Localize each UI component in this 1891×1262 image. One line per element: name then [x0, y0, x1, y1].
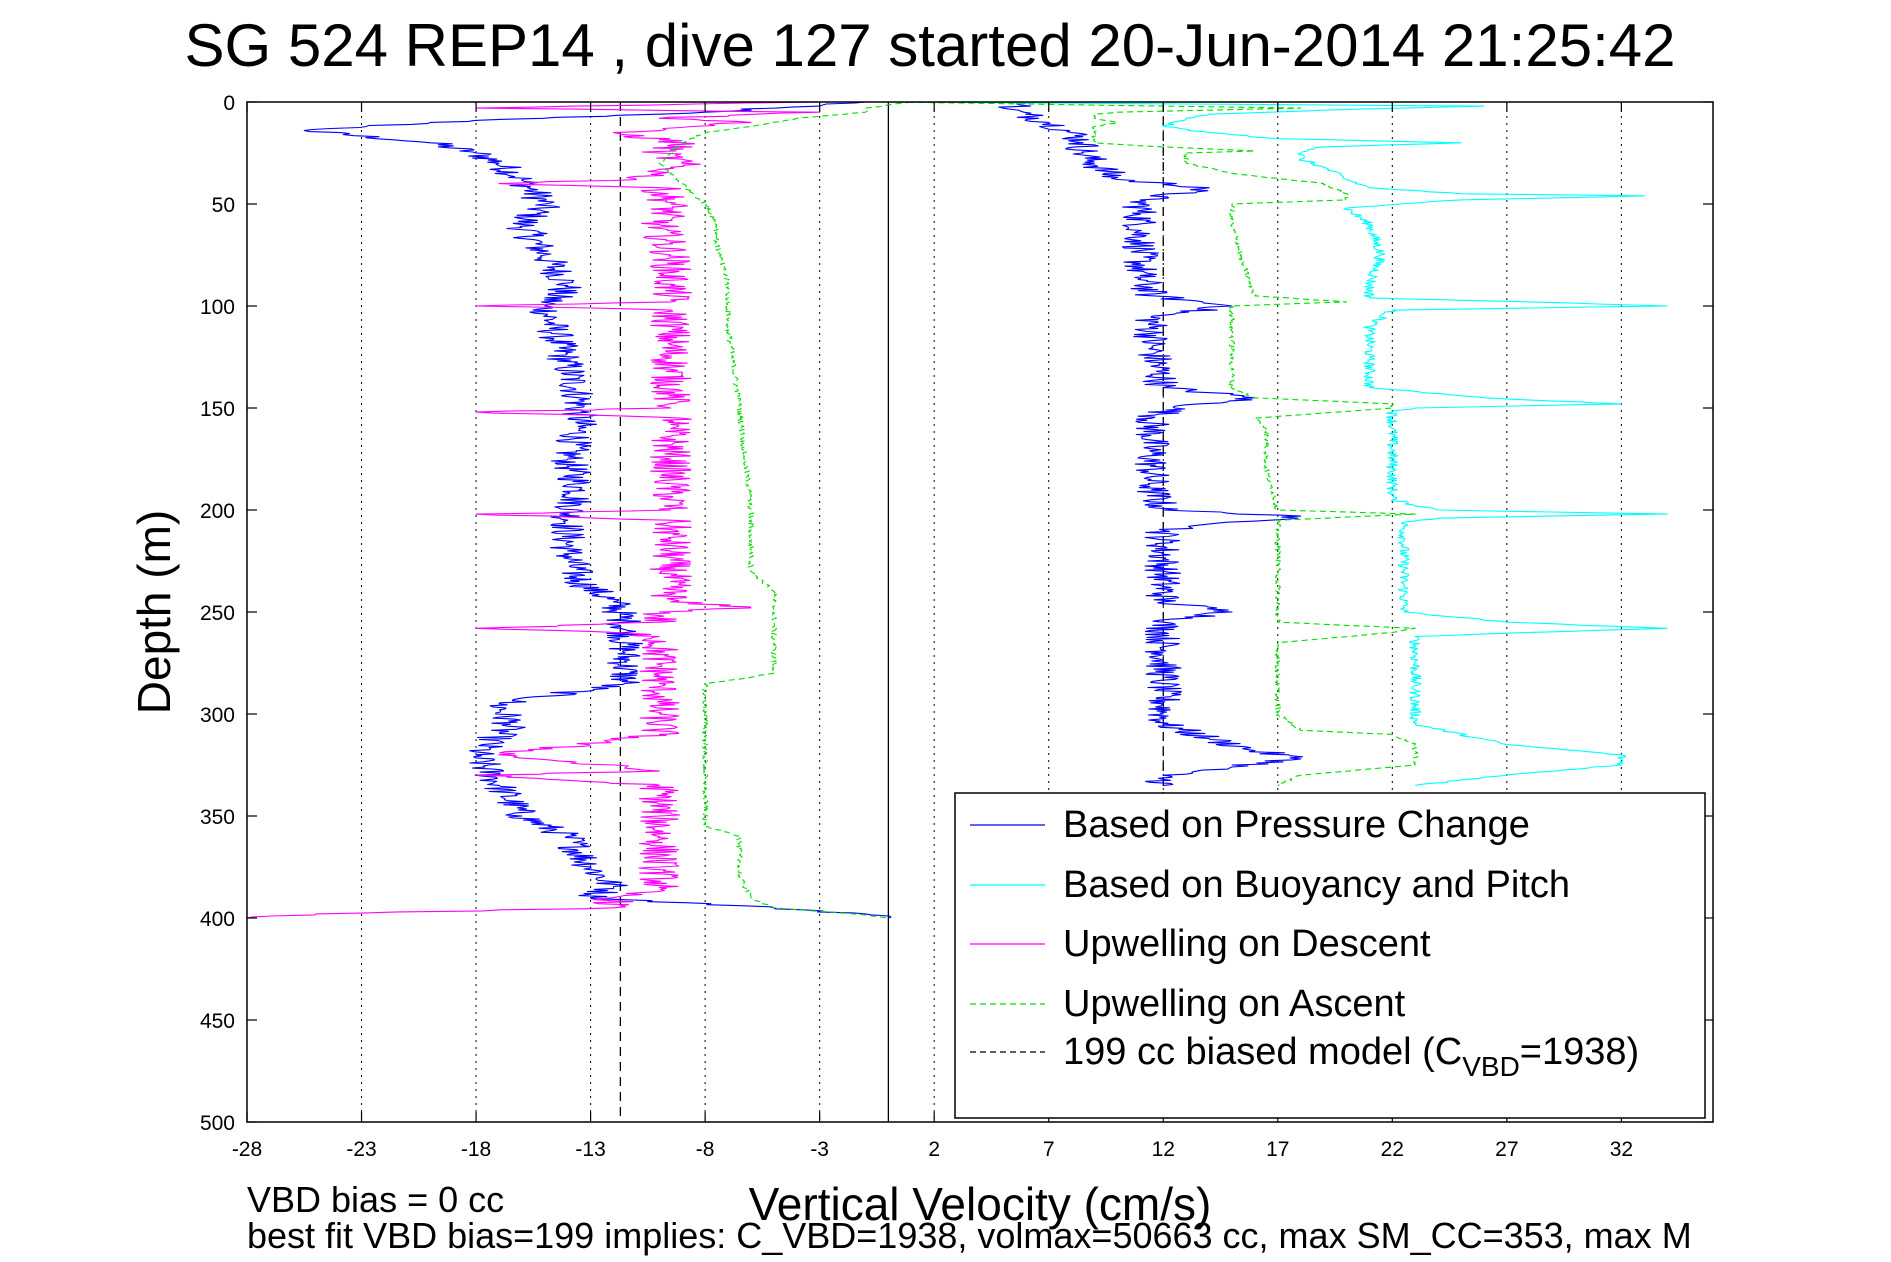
tick-layer: -28 -23 -18 -13 -8 -3 2 7 12 17 22 27 32050100150200… [200, 92, 1713, 1161]
x-tick-label: 32 [1610, 1138, 1633, 1161]
legend-label: Upwelling on Ascent [1063, 983, 1406, 1025]
y-tick-label: 50 [212, 194, 235, 217]
y-tick-label: 400 [200, 908, 235, 931]
series-line [658, 101, 912, 919]
legend-items: Based on Pressure Change Based on Buoyanc… [970, 804, 1639, 1082]
x-tick-label: 27 [1495, 1138, 1518, 1161]
y-tick-label: 200 [200, 500, 235, 523]
series-line [246, 101, 821, 919]
series-line [888, 101, 1668, 786]
x-tick-label: 17 [1266, 1138, 1289, 1161]
series-layer [246, 101, 1668, 919]
y-tick-label: 500 [200, 1112, 235, 1135]
series-line [998, 101, 1304, 786]
x-tick-label: -23 [346, 1138, 376, 1161]
x-tick-label: -18 [461, 1138, 491, 1161]
x-tick-label: 2 [928, 1138, 940, 1161]
x-axis-label: Vertical Velocity (cm/s) [749, 1178, 1212, 1230]
y-axis-label: Depth (m) [128, 510, 180, 714]
x-tick-label: -8 [696, 1138, 715, 1161]
x-tick-label: -28 [232, 1138, 262, 1161]
y-tick-label: 450 [200, 1010, 235, 1033]
x-tick-label: -13 [575, 1138, 605, 1161]
y-tick-label: 250 [200, 602, 235, 625]
y-tick-label: 100 [200, 296, 235, 319]
legend-label: Based on Pressure Change [1063, 804, 1530, 846]
y-tick-label: 0 [223, 92, 235, 115]
legend-label-tail: =1938) [1520, 1031, 1639, 1073]
legend-label-subscript: VBD [1462, 1051, 1520, 1082]
x-tick-label: 12 [1152, 1138, 1175, 1161]
legend-label: Based on Buoyancy and Pitch [1063, 864, 1570, 906]
legend-box [954, 792, 1706, 1119]
chart-title: SG 524 REP14 , dive 127 started 20-Jun-2… [184, 12, 1675, 79]
x-tick-label: 22 [1381, 1138, 1404, 1161]
legend-label: Upwelling on Descent [1063, 923, 1431, 965]
x-tick-label: 7 [1043, 1138, 1055, 1161]
footer-line-2: best fit VBD bias=199 implies: C_VBD=193… [247, 1215, 1692, 1256]
series-line [888, 101, 1419, 786]
y-tick-label: 300 [200, 704, 235, 727]
y-tick-label: 150 [200, 398, 235, 421]
y-tick-label: 350 [200, 806, 235, 829]
footer-line-1: VBD bias = 0 cc [247, 1179, 504, 1220]
legend: Based on Pressure Change Based on Buoyanc… [954, 792, 1706, 1119]
x-tick-label: -3 [810, 1138, 829, 1161]
series-line [303, 101, 892, 919]
